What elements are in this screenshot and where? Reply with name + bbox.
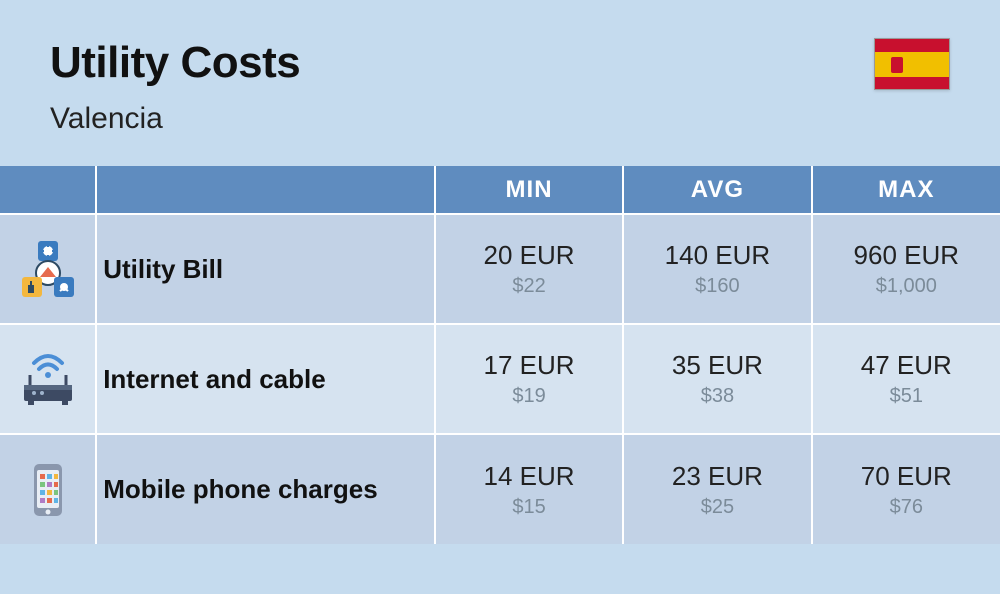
value-primary: 17 EUR <box>436 350 622 381</box>
col-header-max: MAX <box>812 166 1000 214</box>
table-row: Utility Bill 20 EUR $22 140 EUR $160 960… <box>0 214 1000 324</box>
col-header-min: MIN <box>435 166 623 214</box>
value-secondary: $19 <box>436 385 622 408</box>
row-label: Internet and cable <box>96 324 435 434</box>
row-label: Utility Bill <box>96 214 435 324</box>
header-blank-label <box>96 166 435 214</box>
spain-flag-icon <box>874 38 950 90</box>
cell-max: 70 EUR $76 <box>812 434 1000 544</box>
value-secondary: $15 <box>436 496 622 519</box>
value-primary: 35 EUR <box>624 350 810 381</box>
costs-table: MIN AVG MAX <box>0 166 1000 594</box>
table-header-row: MIN AVG MAX <box>0 166 1000 214</box>
phone-icon <box>16 458 80 522</box>
value-secondary: $76 <box>813 496 1000 519</box>
value-primary: 70 EUR <box>813 461 1000 492</box>
header-blank-icon <box>0 166 96 214</box>
page-title: Utility Costs <box>50 38 300 88</box>
cell-avg: 23 EUR $25 <box>623 434 811 544</box>
table-row: Internet and cable 17 EUR $19 35 EUR $38… <box>0 324 1000 434</box>
cell-min: 20 EUR $22 <box>435 214 623 324</box>
value-secondary: $22 <box>436 275 622 298</box>
value-secondary: $38 <box>624 385 810 408</box>
router-icon <box>16 347 80 411</box>
col-header-avg: AVG <box>623 166 811 214</box>
cell-avg: 140 EUR $160 <box>623 214 811 324</box>
value-primary: 14 EUR <box>436 461 622 492</box>
cell-max: 47 EUR $51 <box>812 324 1000 434</box>
row-icon-cell <box>0 434 96 544</box>
table-row: Mobile phone charges 14 EUR $15 23 EUR $… <box>0 434 1000 544</box>
row-icon-cell <box>0 324 96 434</box>
value-primary: 23 EUR <box>624 461 810 492</box>
value-primary: 47 EUR <box>813 350 1000 381</box>
cell-avg: 35 EUR $38 <box>623 324 811 434</box>
value-primary: 960 EUR <box>813 240 1000 271</box>
header: Utility Costs Valencia <box>0 0 1000 166</box>
value-primary: 20 EUR <box>436 240 622 271</box>
cell-min: 17 EUR $19 <box>435 324 623 434</box>
value-secondary: $51 <box>813 385 1000 408</box>
value-secondary: $160 <box>624 275 810 298</box>
value-primary: 140 EUR <box>624 240 810 271</box>
page-subtitle: Valencia <box>50 102 300 136</box>
utility-bill-icon <box>16 237 80 301</box>
row-label: Mobile phone charges <box>96 434 435 544</box>
value-secondary: $1,000 <box>813 275 1000 298</box>
value-secondary: $25 <box>624 496 810 519</box>
row-icon-cell <box>0 214 96 324</box>
cell-max: 960 EUR $1,000 <box>812 214 1000 324</box>
page: Utility Costs Valencia MIN AVG MAX <box>0 0 1000 594</box>
title-block: Utility Costs Valencia <box>50 38 300 136</box>
cell-min: 14 EUR $15 <box>435 434 623 544</box>
